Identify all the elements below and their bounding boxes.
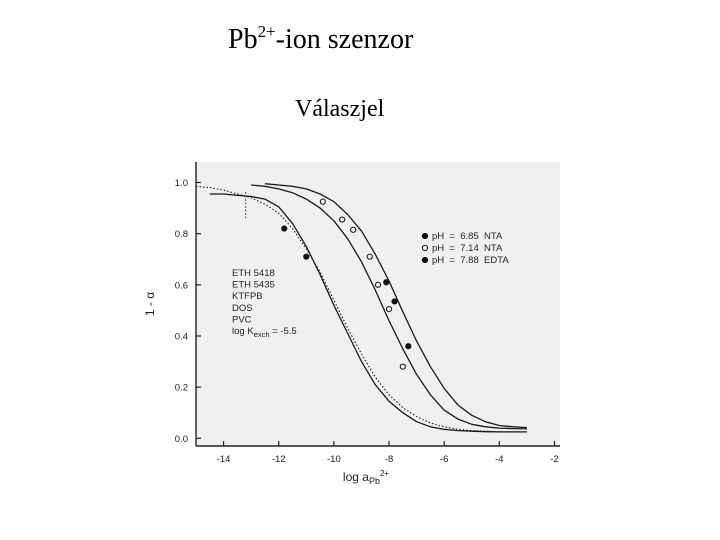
data-point [366,253,373,260]
x-axis-label-superscript: 2+ [380,469,389,478]
x-tick-label: -10 [327,454,341,465]
membrane-component: DOS [232,303,253,314]
x-tick-label: -14 [217,454,231,465]
y-tick-label: 1.0 [175,178,188,189]
legend-marker [421,256,429,264]
y-tick-label: 0.8 [175,229,188,240]
legend-entry: pH = 7.14 NTA [432,243,503,254]
y-tick-label: 0.6 [175,280,188,291]
x-axis-label-main: log a [343,470,369,484]
legend-marker [421,232,429,240]
chart-panel [196,162,560,446]
kexch-annotation: log Kexch = -5.5 [232,326,297,339]
x-tick-label: -6 [440,454,448,465]
kexch-prefix: log K [232,326,254,337]
y-tick-label: 0.2 [175,383,188,394]
data-point [391,298,398,305]
membrane-component: ETH 5418 [232,268,275,279]
model-curve-3 [251,184,527,430]
kexch-subscript: exch [254,330,270,339]
data-point [399,363,406,370]
legend-marker [421,244,429,252]
data-point [374,281,382,288]
model-curve-2 [209,193,527,433]
data-point [383,279,390,286]
title-prefix: Pb [228,24,258,55]
data-point [281,225,288,232]
x-tick-label: -12 [272,454,286,465]
kexch-value: = -5.5 [270,326,297,337]
title-superscript: 2+ [257,22,276,41]
x-axis-label-subscript: Pb [369,476,380,486]
data-point [385,306,393,313]
legend-entry: pH = 6.85 NTA [432,231,503,242]
data-point [405,343,412,350]
data-point [319,198,326,205]
x-tick-label: -4 [495,454,503,465]
data-point [339,216,346,223]
membrane-component: KTFPB [232,291,263,302]
membrane-component: PVC [232,314,252,325]
data-point [350,226,357,233]
slide-subtitle: Válaszjel [295,96,385,122]
x-tick-label: -8 [385,454,393,465]
data-point [303,253,310,260]
membrane-component: ETH 5435 [232,280,275,291]
slide-title: Pb2+-ion szenzor [228,22,414,56]
y-tick-label: 0.0 [175,434,188,445]
y-axis-label: 1 - α [143,292,157,316]
x-axis-label: log aPb2+ [343,469,389,486]
model-curve-4 [264,183,527,429]
legend-entry: pH = 7.88 EDTA [432,255,509,266]
x-tick-label: -2 [550,454,558,465]
title-suffix: -ion szenzor [275,24,414,55]
model-curve-1 [195,185,527,433]
y-tick-label: 0.4 [175,331,188,342]
